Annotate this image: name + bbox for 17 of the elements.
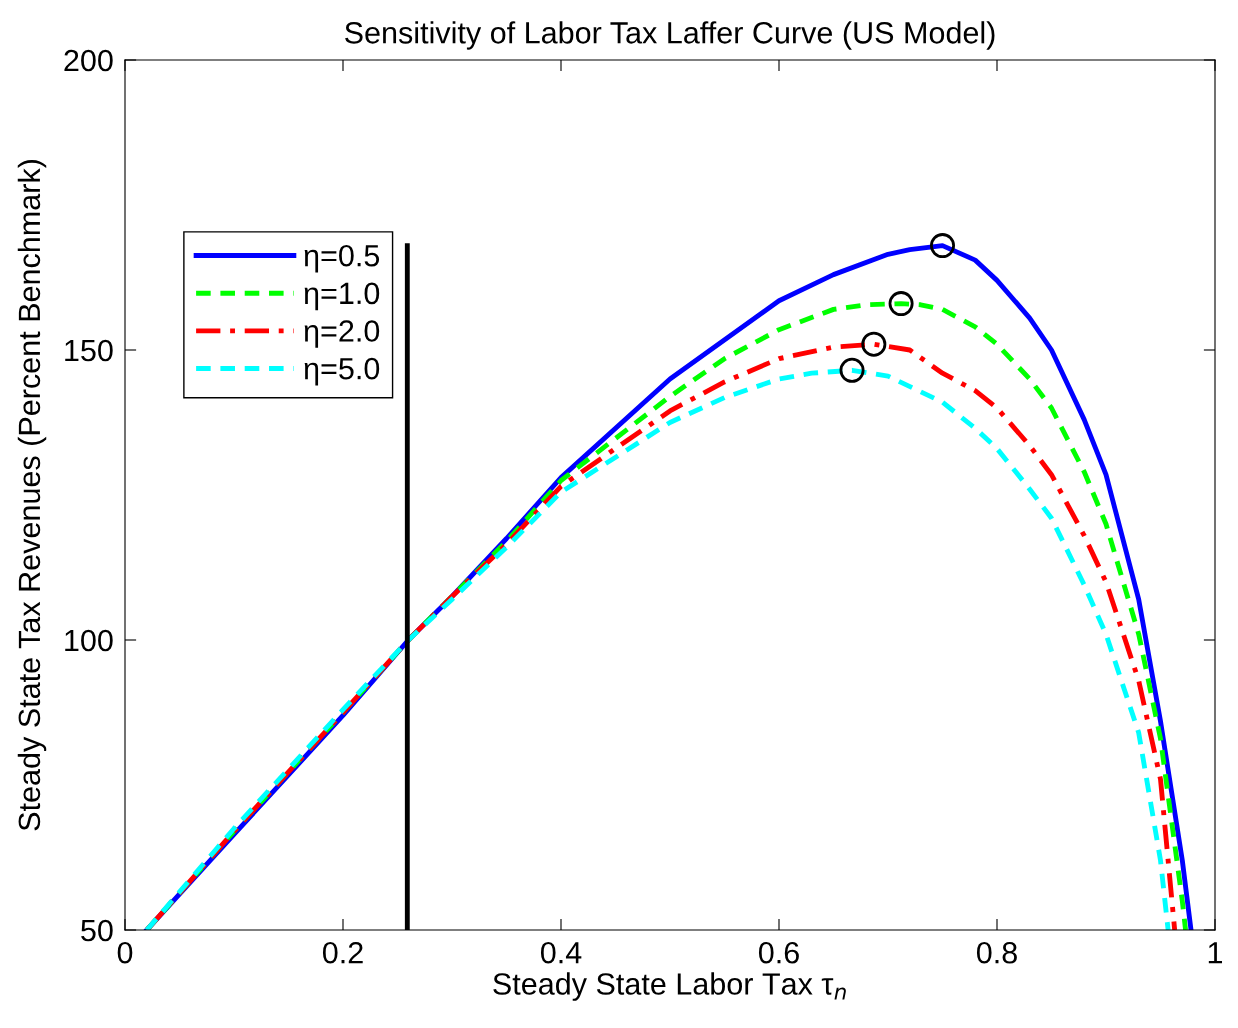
x-tick-label: 0.2 [322, 941, 363, 964]
y-tick-label: 200 [64, 49, 113, 72]
legend-label: η=0.5 [304, 244, 380, 273]
legend-label: η=1.0 [304, 282, 380, 311]
x-tick-label: 0 [117, 941, 133, 964]
y-axis-title: Steady State Tax Revenues (Percent Benchmark) [17, 160, 47, 831]
x-tick-label: 0.8 [976, 941, 1017, 964]
x-tick-label: 1 [1208, 942, 1223, 964]
x-tick-label: 0.6 [758, 941, 799, 964]
y-tick-label: 50 [81, 919, 113, 942]
x-tick-label: 0.4 [540, 941, 582, 964]
x-axis-title: Steady State Labor Tax τ$_{n}$ [493, 972, 846, 1001]
y-tick-label: 100 [65, 629, 113, 652]
chart-title: Sensitivity of Labor Tax Laffer Curve (US Model) [345, 21, 995, 50]
legend-label: η=5.0 [304, 357, 380, 386]
y-tick-label: 150 [65, 339, 113, 362]
legend-label: η=2.0 [304, 320, 380, 348]
